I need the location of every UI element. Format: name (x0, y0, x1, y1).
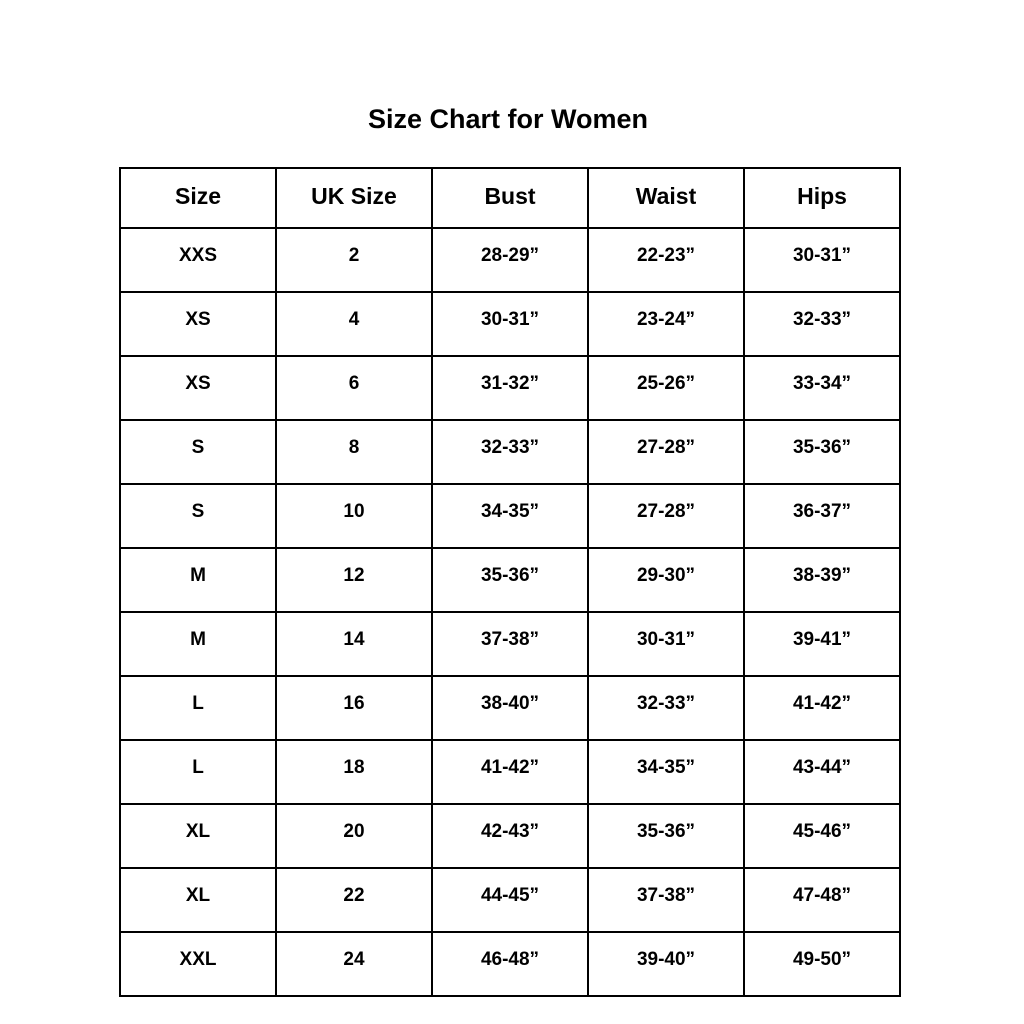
cell-waist: 35-36” (587, 803, 745, 869)
table-row: S 10 34-35” 27-28” 36-37” (119, 483, 901, 549)
cell-uk-size: 12 (275, 547, 433, 613)
column-header-uk-size: UK Size (275, 167, 433, 229)
cell-hips: 43-44” (743, 739, 901, 805)
cell-hips: 49-50” (743, 931, 901, 997)
cell-uk-size: 8 (275, 419, 433, 485)
cell-hips: 35-36” (743, 419, 901, 485)
table-row: L 18 41-42” 34-35” 43-44” (119, 739, 901, 805)
cell-waist: 37-38” (587, 867, 745, 933)
cell-hips: 39-41” (743, 611, 901, 677)
cell-bust: 41-42” (431, 739, 589, 805)
cell-waist: 23-24” (587, 291, 745, 357)
cell-size: XXS (119, 227, 277, 293)
table-row: XL 22 44-45” 37-38” 47-48” (119, 867, 901, 933)
cell-bust: 28-29” (431, 227, 589, 293)
cell-size: XXL (119, 931, 277, 997)
cell-size: M (119, 547, 277, 613)
column-header-waist: Waist (587, 167, 745, 229)
cell-bust: 35-36” (431, 547, 589, 613)
table-row: XS 6 31-32” 25-26” 33-34” (119, 355, 901, 421)
cell-hips: 32-33” (743, 291, 901, 357)
cell-size: XS (119, 355, 277, 421)
cell-waist: 22-23” (587, 227, 745, 293)
cell-uk-size: 20 (275, 803, 433, 869)
cell-uk-size: 24 (275, 931, 433, 997)
table-row: XXL 24 46-48” 39-40” 49-50” (119, 931, 901, 997)
cell-bust: 30-31” (431, 291, 589, 357)
cell-waist: 27-28” (587, 483, 745, 549)
cell-waist: 25-26” (587, 355, 745, 421)
cell-uk-size: 18 (275, 739, 433, 805)
cell-hips: 36-37” (743, 483, 901, 549)
cell-hips: 41-42” (743, 675, 901, 741)
cell-bust: 46-48” (431, 931, 589, 997)
cell-uk-size: 16 (275, 675, 433, 741)
page-title: Size Chart for Women (367, 104, 649, 134)
cell-waist: 39-40” (587, 931, 745, 997)
cell-waist: 30-31” (587, 611, 745, 677)
cell-hips: 33-34” (743, 355, 901, 421)
cell-bust: 32-33” (431, 419, 589, 485)
cell-uk-size: 6 (275, 355, 433, 421)
cell-size: XL (119, 803, 277, 869)
cell-bust: 42-43” (431, 803, 589, 869)
cell-size: S (119, 483, 277, 549)
cell-size: XS (119, 291, 277, 357)
cell-size: L (119, 739, 277, 805)
cell-uk-size: 2 (275, 227, 433, 293)
cell-waist: 34-35” (587, 739, 745, 805)
cell-uk-size: 22 (275, 867, 433, 933)
cell-uk-size: 14 (275, 611, 433, 677)
table-row: M 14 37-38” 30-31” 39-41” (119, 611, 901, 677)
cell-size: XL (119, 867, 277, 933)
cell-bust: 44-45” (431, 867, 589, 933)
table-row: S 8 32-33” 27-28” 35-36” (119, 419, 901, 485)
table-header-row: Size UK Size Bust Waist Hips (119, 167, 901, 229)
cell-waist: 32-33” (587, 675, 745, 741)
cell-hips: 30-31” (743, 227, 901, 293)
size-chart-table: Size UK Size Bust Waist Hips XXS 2 28-29” 22-23… (119, 167, 901, 997)
table-row: M 12 35-36” 29-30” 38-39” (119, 547, 901, 613)
cell-waist: 29-30” (587, 547, 745, 613)
cell-waist: 27-28” (587, 419, 745, 485)
cell-bust: 31-32” (431, 355, 589, 421)
cell-bust: 38-40” (431, 675, 589, 741)
column-header-size: Size (119, 167, 277, 229)
cell-bust: 34-35” (431, 483, 589, 549)
cell-size: L (119, 675, 277, 741)
column-header-hips: Hips (743, 167, 901, 229)
cell-hips: 45-46” (743, 803, 901, 869)
cell-hips: 47-48” (743, 867, 901, 933)
table-row: XL 20 42-43” 35-36” 45-46” (119, 803, 901, 869)
table-row: XS 4 30-31” 23-24” 32-33” (119, 291, 901, 357)
cell-size: S (119, 419, 277, 485)
table-row: L 16 38-40” 32-33” 41-42” (119, 675, 901, 741)
table-row: XXS 2 28-29” 22-23” 30-31” (119, 227, 901, 293)
table-body: XXS 2 28-29” 22-23” 30-31” XS 4 30-31” 23-24” 32-… (119, 227, 901, 997)
cell-hips: 38-39” (743, 547, 901, 613)
cell-size: M (119, 611, 277, 677)
cell-bust: 37-38” (431, 611, 589, 677)
cell-uk-size: 10 (275, 483, 433, 549)
column-header-bust: Bust (431, 167, 589, 229)
cell-uk-size: 4 (275, 291, 433, 357)
